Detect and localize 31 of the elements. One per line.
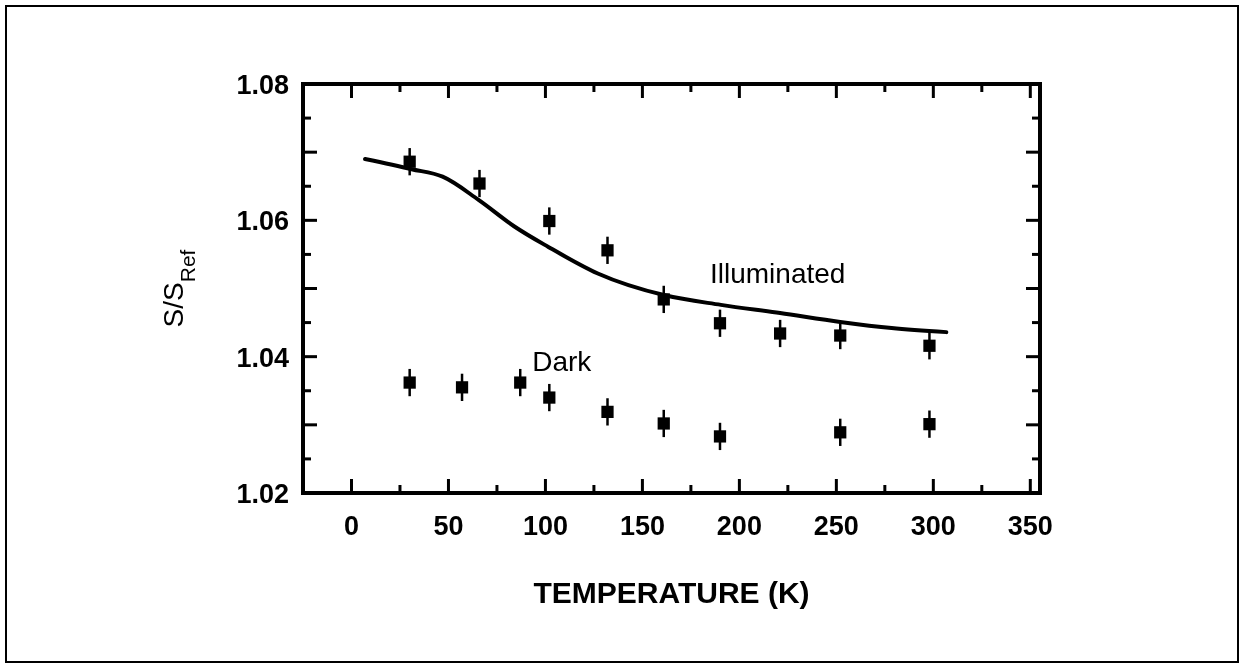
series-label: Illuminated xyxy=(709,258,846,290)
y-tick-label: 1.06 xyxy=(236,206,289,237)
x-tick-label: 200 xyxy=(716,511,762,541)
y-tick-label: 1.02 xyxy=(236,479,289,509)
x-tick-label: 150 xyxy=(619,511,665,541)
point xyxy=(773,327,787,340)
point xyxy=(601,405,614,418)
point xyxy=(713,430,727,443)
x-axis-title: TEMPERATURE (K) xyxy=(533,576,810,609)
point xyxy=(543,391,556,404)
series-label: Dark xyxy=(532,345,593,377)
x-tick-label: 350 xyxy=(1007,511,1053,541)
point xyxy=(455,381,469,394)
x-tick-label: 50 xyxy=(433,511,464,541)
x-tick-label: 0 xyxy=(343,511,359,541)
point xyxy=(923,418,936,431)
point xyxy=(473,177,486,190)
x-tick-label: 100 xyxy=(522,511,568,541)
point xyxy=(923,339,936,352)
point xyxy=(403,376,416,389)
point xyxy=(514,376,527,389)
x-tick-label: 250 xyxy=(813,511,859,541)
y-tick-label: 1.04 xyxy=(236,342,289,373)
point xyxy=(713,317,727,330)
point xyxy=(834,426,847,439)
point xyxy=(834,329,847,342)
point xyxy=(543,214,556,228)
x-tick-label: 300 xyxy=(910,511,956,541)
y-tick-label: 1.08 xyxy=(236,70,289,100)
point xyxy=(601,244,614,257)
point xyxy=(657,417,670,430)
